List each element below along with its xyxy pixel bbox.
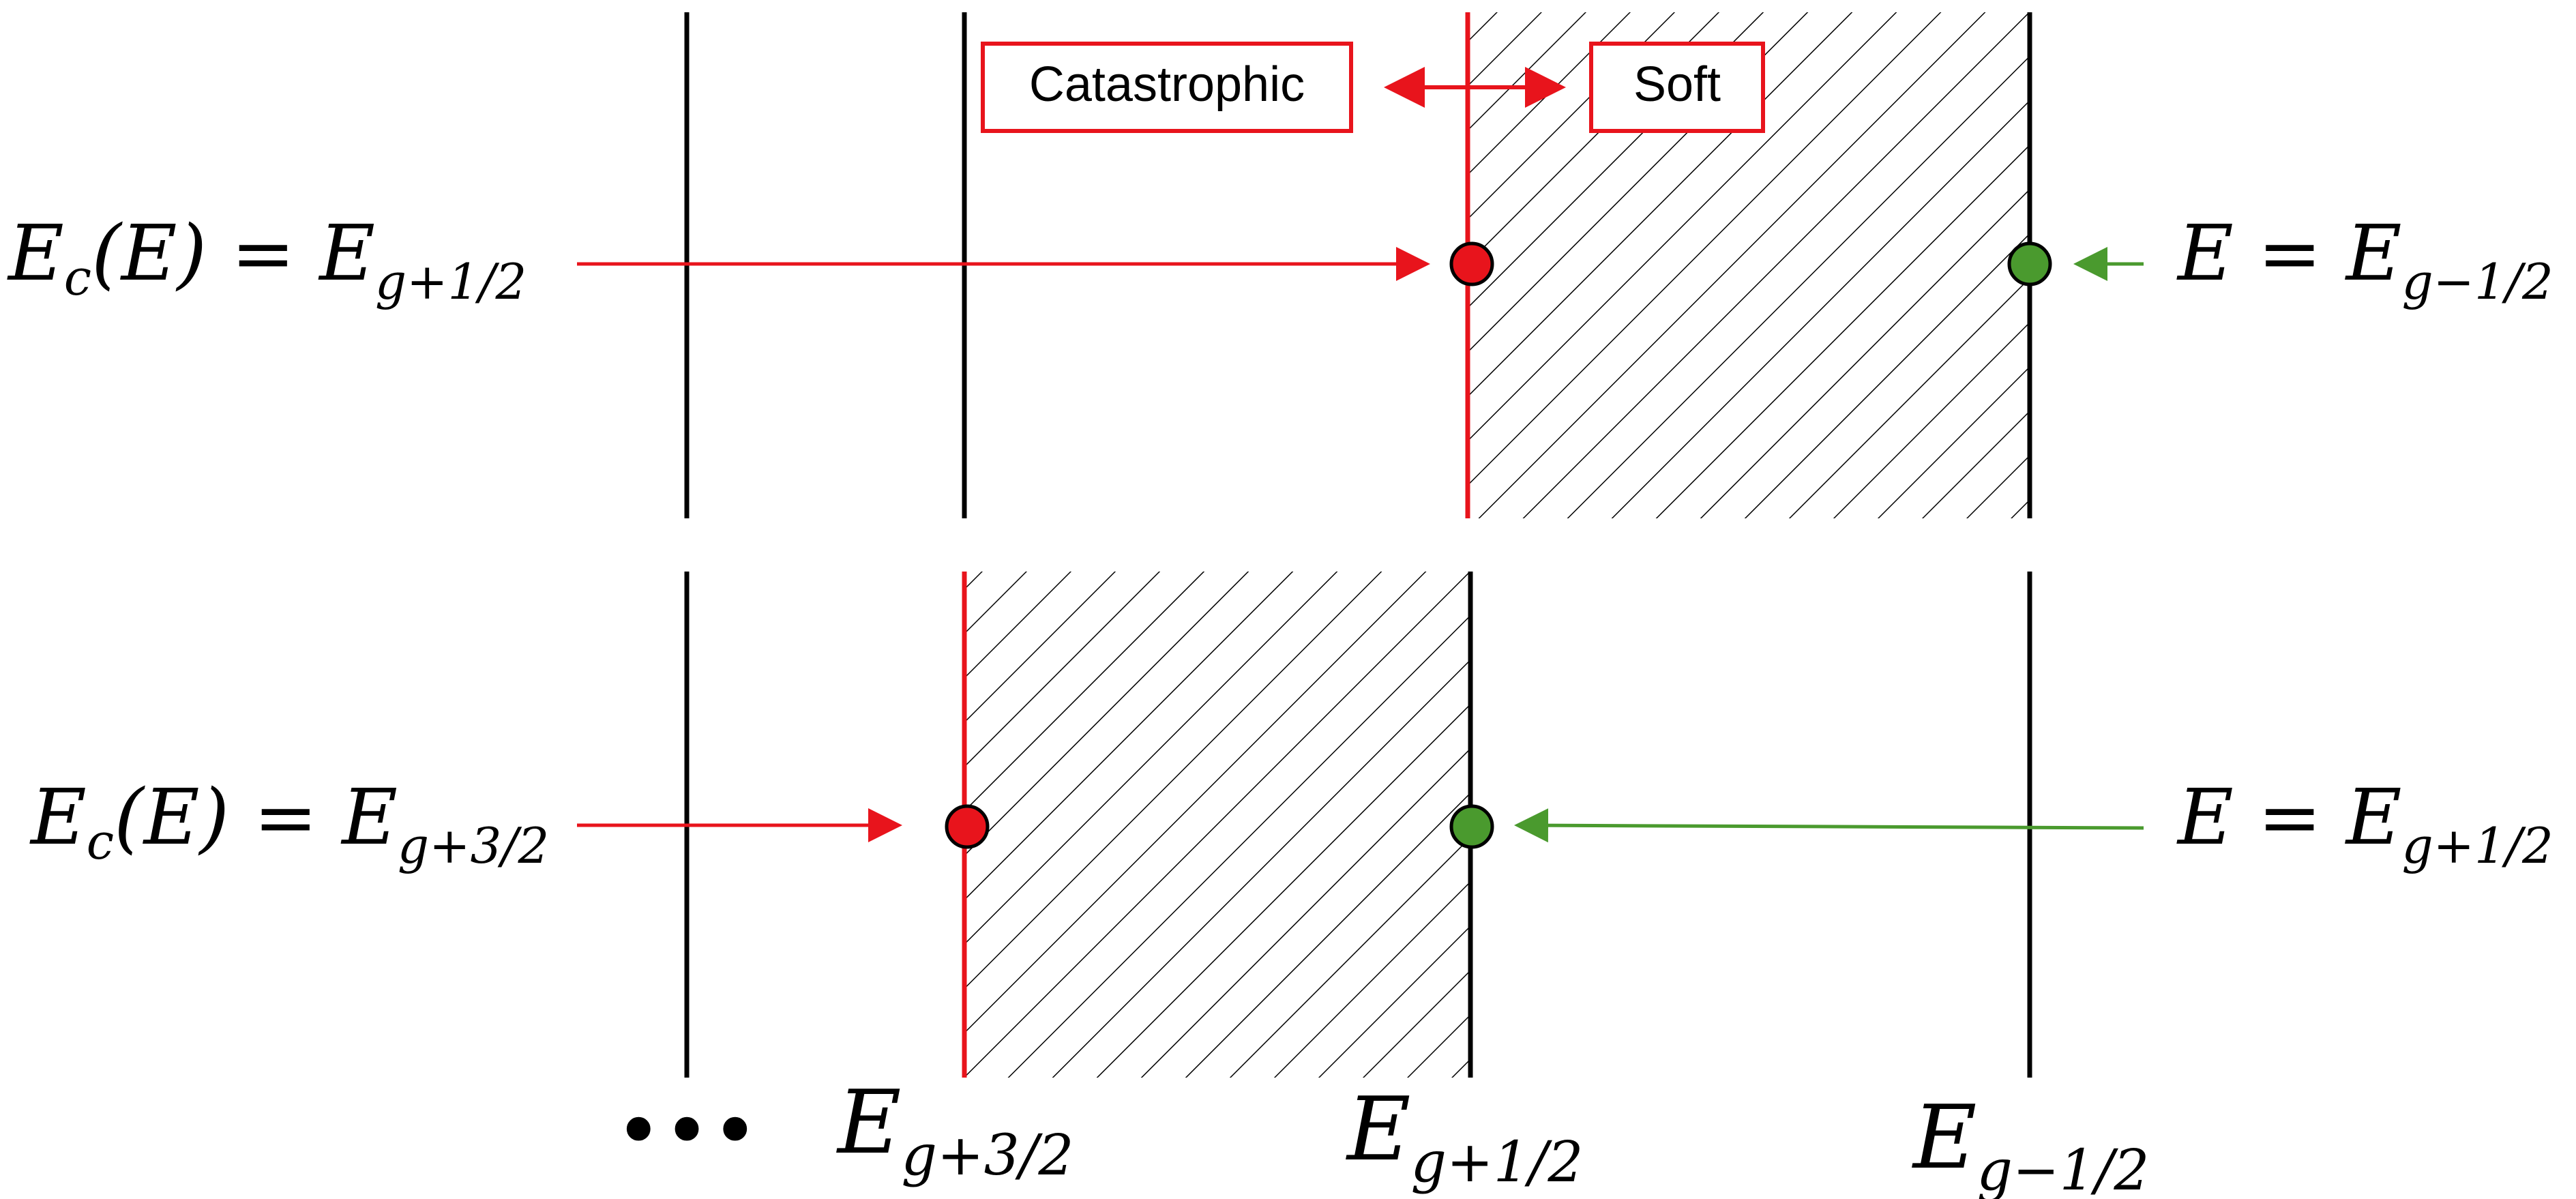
bottom-green-arrow [1514, 808, 2144, 843]
bottom-red-dot [945, 804, 990, 849]
ellipsis: ••• [615, 1084, 759, 1179]
axis-label-g-plus-1-2: Eg+1/2 [1346, 1079, 1584, 1195]
bottom-right-label: E = Eg+1/2 [2176, 773, 2553, 874]
bottom-left-label: Ec(E) = Eg+3/2 [29, 773, 549, 874]
top-red-dot [1449, 241, 1494, 286]
catastrophic-label: Catastrophic [1029, 57, 1305, 112]
bottom-row: Ec(E) = Eg+3/2 E = Eg+1/2 [29, 572, 2553, 1078]
soft-label: Soft [1633, 57, 1721, 112]
bottom-hatched-region [964, 572, 1470, 1078]
soft-box [1589, 42, 1765, 133]
top-left-label: Ec(E) = Eg+1/2 [7, 209, 527, 310]
bottom-green-dot [1449, 804, 1494, 849]
top-right-label: E = Eg−1/2 [2176, 209, 2553, 310]
top-row: Catastrophic Soft Ec(E) = Eg+1/2 E = Eg−… [7, 12, 2553, 518]
axis-label-g-plus-3-2: Eg+3/2 [836, 1072, 1074, 1188]
catastrophic-box [981, 42, 1353, 133]
top-green-dot [2007, 241, 2052, 286]
axis-label-g-minus-1-2: Eg−1/2 [1912, 1087, 2150, 1199]
axis-labels: ••• Eg+3/2 Eg+1/2 Eg−1/2 [615, 1072, 2150, 1199]
